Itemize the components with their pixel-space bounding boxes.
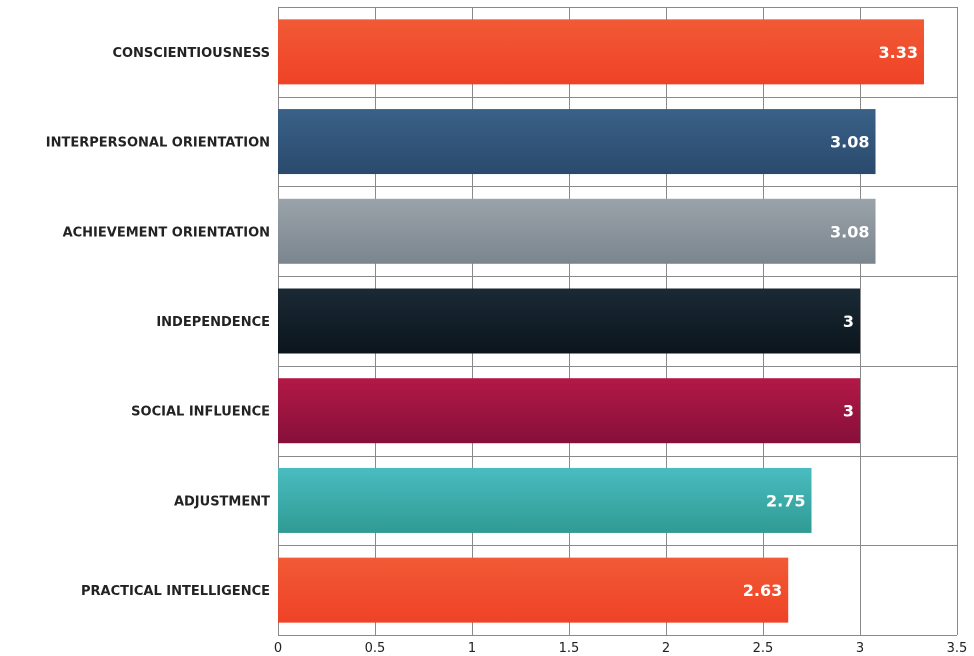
bar-6 (278, 557, 789, 623)
category-label-2: ACHIEVEMENT ORIENTATION (63, 225, 270, 240)
category-label-1: INTERPERSONAL ORIENTATION (46, 136, 270, 151)
bar-4 (278, 378, 860, 444)
value-label-4: 3 (843, 402, 854, 421)
x-tick-label-7: 3.5 (947, 641, 968, 656)
value-label-6: 2.63 (743, 581, 782, 600)
bars: 3.33 3.08 3.08 3 3 2.75 2.63 (278, 19, 925, 623)
category-label-4: SOCIAL INFLUENCE (131, 405, 270, 420)
bar-5 (278, 467, 812, 533)
value-label-3: 3 (843, 312, 854, 331)
value-label-2: 3.08 (830, 222, 869, 241)
value-label-1: 3.08 (830, 133, 869, 152)
value-label-0: 3.33 (879, 43, 918, 62)
x-tick-label-3: 1.5 (559, 641, 580, 656)
x-tick-label-6: 3 (856, 641, 864, 656)
x-tick-label-1: 0.5 (365, 641, 386, 656)
x-tick-label-0: 0 (274, 641, 282, 656)
x-tick-label-5: 2.5 (753, 641, 774, 656)
bar-0 (278, 19, 925, 85)
category-label-3: INDEPENDENCE (156, 315, 270, 330)
bar-3 (278, 288, 860, 354)
category-labels: CONSCIENTIOUSNESS INTERPERSONAL ORIENTATI… (46, 46, 270, 599)
category-label-6: PRACTICAL INTELLIGENCE (81, 584, 270, 599)
bar-1 (278, 109, 876, 175)
category-label-0: CONSCIENTIOUSNESS (112, 46, 270, 61)
x-tick-label-2: 1 (468, 641, 476, 656)
bar-2 (278, 198, 876, 264)
x-tick-label-4: 2 (662, 641, 670, 656)
value-label-5: 2.75 (766, 491, 805, 510)
category-label-5: ADJUSTMENT (174, 494, 270, 509)
x-axis-ticks: 0 0.5 1 1.5 2 2.5 3 3.5 (274, 641, 967, 656)
